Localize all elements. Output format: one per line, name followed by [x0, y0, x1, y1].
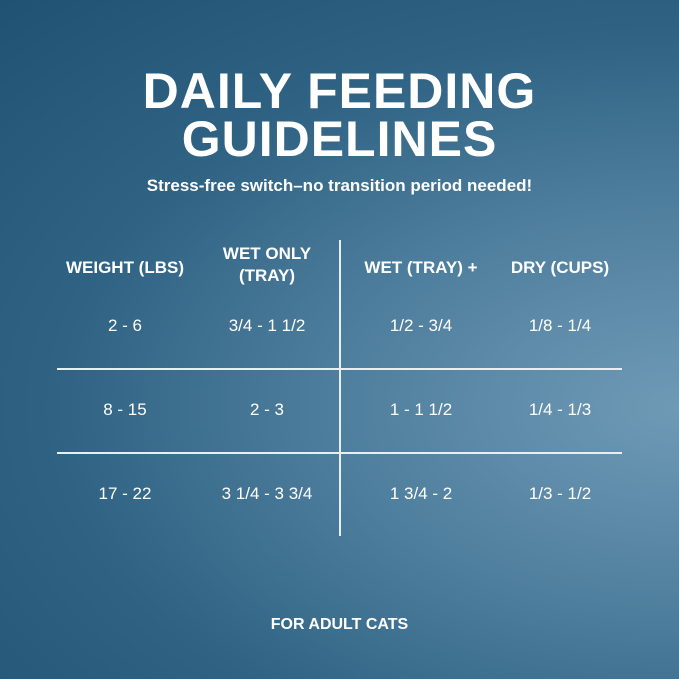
subtitle: Stress-free switch–no transition period … [146, 176, 533, 195]
column-header: WET ONLY (TRAY) [222, 244, 312, 285]
table-cell: 2 - 3 [249, 400, 285, 419]
table-cell: 1/2 - 3/4 [389, 316, 453, 335]
table-cell: 1/3 - 1/2 [528, 484, 592, 503]
column-header: WET (TRAY) + [364, 258, 478, 277]
divider [57, 368, 622, 370]
title: GUIDELINES [181, 111, 498, 167]
table-cell: 1 3/4 - 2 [389, 484, 453, 503]
table-cell: 1/4 - 1/3 [528, 400, 592, 419]
table-cell: 8 - 15 [103, 400, 147, 419]
divider [57, 452, 622, 454]
table-cell: 1/8 - 1/4 [528, 316, 592, 335]
divider [339, 240, 341, 536]
table-cell: 1 - 1 1/2 [389, 400, 453, 419]
column-header: DRY (CUPS) [510, 258, 610, 277]
table-cell: 2 - 6 [107, 316, 143, 335]
table-cell: 3/4 - 1 1/2 [228, 316, 306, 335]
column-header: WEIGHT (LBS) [65, 258, 185, 277]
table-cell: 3 1/4 - 3 3/4 [221, 484, 313, 503]
table-cell: 17 - 22 [98, 484, 152, 503]
title: DAILY FEEDING [142, 63, 537, 119]
footer: FOR ADULT CATS [270, 616, 409, 633]
